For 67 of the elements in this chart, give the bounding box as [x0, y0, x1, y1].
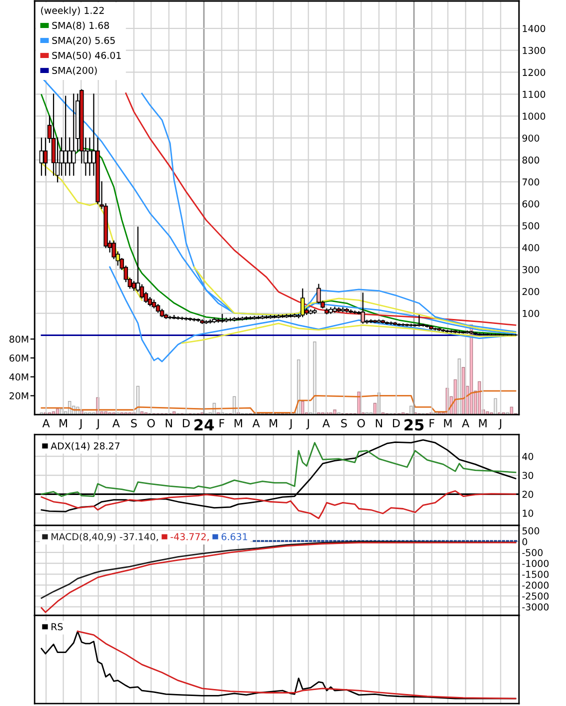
x-tick-label: M	[234, 419, 242, 428]
x-tick-label: S	[341, 418, 347, 428]
y-tick-label: -2000	[522, 582, 549, 589]
y-tick-label: 10	[522, 510, 534, 517]
legend-label: SMA(50) 46.01	[52, 52, 121, 60]
x-tick-label: A	[462, 419, 470, 428]
y-tick-label: -1000	[522, 560, 549, 568]
x-tick-label: J	[78, 419, 82, 430]
x-tick-label: N	[376, 419, 382, 428]
x-tick-label: D	[392, 419, 400, 428]
y2-tick-label: 20M	[10, 392, 28, 400]
x-tick-label: J	[288, 419, 292, 430]
legend-title: (weekly) 1.22	[41, 6, 104, 16]
y-tick-label: -500	[522, 549, 543, 556]
y-tick-label: 500	[522, 222, 540, 230]
x-tick-label: A	[42, 419, 50, 428]
y-tick-label: 1200	[522, 68, 546, 76]
y-tick-label: 1300	[522, 46, 546, 54]
legend-label: SMA(20) 5.65	[52, 36, 115, 46]
y-tick-label: 200	[522, 288, 540, 296]
y-tick-label: 1100	[522, 90, 546, 98]
x-tick-label: S	[131, 418, 137, 428]
x-tick-label: D	[182, 419, 190, 428]
x-tick-label: M	[479, 419, 487, 428]
y-tick-label: 20	[522, 490, 534, 498]
y-tick-label: 300	[522, 266, 540, 274]
x-tick-label: M	[60, 419, 68, 428]
y-tick-label: 0	[522, 538, 528, 546]
legend-label: RS	[52, 623, 63, 630]
x-tick-label: A	[112, 419, 120, 428]
x-tick-label: N	[166, 419, 172, 428]
x-tick-label: F	[430, 419, 434, 428]
y-tick-label: -1500	[522, 570, 549, 578]
y2-tick-label: 60M	[10, 354, 28, 362]
y-tick-label: 500	[522, 527, 540, 534]
x-tick-label: J	[498, 419, 502, 430]
y-tick-label: 30	[522, 472, 534, 479]
x-tick-label: 24	[194, 419, 214, 430]
y-tick-label: 400	[522, 244, 540, 252]
y-tick-label: 1400	[522, 24, 546, 32]
y-tick-label: 1000	[522, 112, 546, 120]
y-tick-label: 600	[522, 200, 540, 208]
legend-label: ADX(14) 28.27	[50, 442, 120, 451]
x-tick-label: 25	[404, 419, 424, 431]
y-tick-label: 100	[522, 310, 540, 318]
y-tick-label: 700	[522, 178, 540, 186]
x-tick-label: J	[96, 419, 99, 430]
legend-label: 6.631	[222, 533, 248, 540]
legend-label: SMA(200)	[52, 66, 97, 76]
y-tick-label: 40	[522, 452, 534, 460]
legend-label: SMA(8) 1.68	[52, 22, 109, 30]
legend-label: MACD(8,40,9) -37.140,	[52, 532, 158, 542]
x-tick-label: A	[252, 419, 260, 428]
x-tick-label: M	[270, 419, 278, 428]
y-tick-label: -2500	[522, 592, 549, 600]
x-tick-label: J	[306, 419, 309, 430]
y-tick-label: 800	[522, 156, 540, 164]
legend-label: -43.772,	[170, 533, 209, 542]
x-tick-label: O	[147, 418, 155, 428]
x-tick-label: F	[220, 419, 224, 428]
y-tick-label: 900	[522, 134, 540, 142]
y-tick-label: -3000	[522, 603, 549, 611]
x-tick-label: O	[357, 418, 365, 428]
y2-tick-label: 40M	[9, 373, 28, 381]
x-tick-label: M	[444, 419, 452, 428]
y2-tick-label: 80M	[10, 336, 28, 343]
x-tick-label: A	[322, 419, 330, 428]
